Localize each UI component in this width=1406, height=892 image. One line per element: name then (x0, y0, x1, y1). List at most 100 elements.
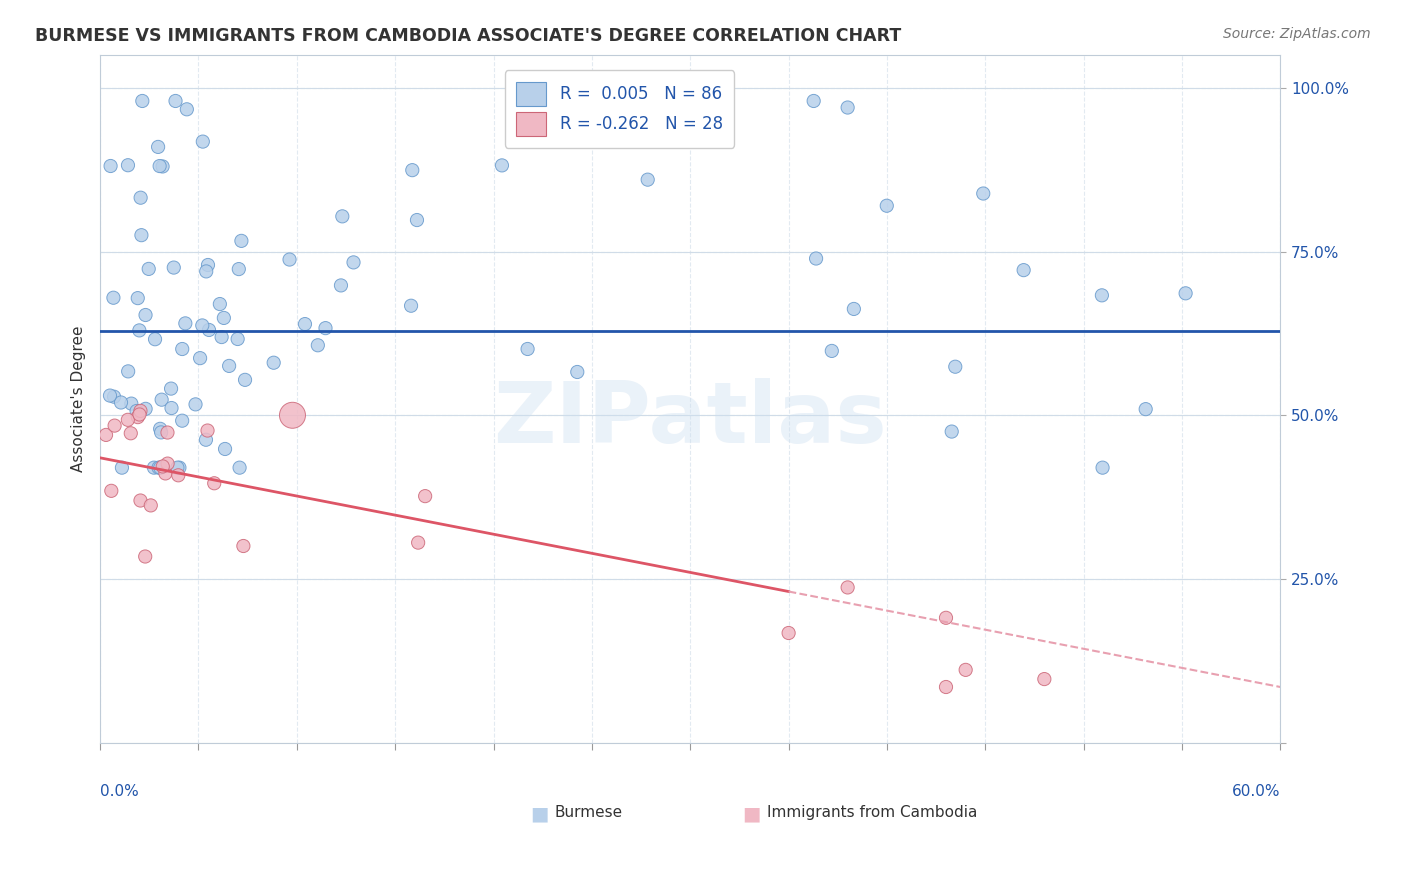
Point (172, 342, 194, 356)
Point (174, 317, 197, 331)
Point (135, 308, 157, 322)
Point (160, 382, 183, 396)
Point (166, 460, 188, 475)
Point (135, 401, 157, 416)
Point (128, 323, 150, 337)
Point (146, 140, 169, 154)
Point (406, 535, 429, 549)
Point (233, 373, 256, 387)
Point (567, 365, 589, 379)
Point (134, 549, 156, 564)
Point (413, 489, 436, 503)
Point (120, 426, 142, 441)
Point (194, 433, 217, 447)
Point (803, 94, 825, 108)
Point (129, 404, 152, 418)
Point (263, 356, 285, 370)
Point (211, 330, 233, 344)
Point (218, 359, 240, 373)
Point (172, 414, 194, 428)
Text: Immigrants from Cambodia: Immigrants from Cambodia (768, 805, 977, 820)
Point (188, 351, 211, 365)
Point (103, 390, 125, 404)
Point (330, 278, 353, 293)
Point (98, 388, 121, 402)
Point (127, 410, 149, 425)
Point (778, 626, 800, 640)
Point (152, 160, 174, 174)
Text: 0.0%: 0.0% (100, 784, 139, 799)
Point (128, 408, 150, 422)
Point (228, 460, 250, 475)
Point (127, 291, 149, 305)
Point (176, 103, 198, 117)
Point (143, 460, 166, 475)
Point (163, 260, 186, 275)
Point (120, 396, 142, 410)
Y-axis label: Associate's Degree: Associate's Degree (72, 326, 86, 472)
Point (935, 611, 957, 625)
Point (138, 261, 160, 276)
Point (842, 301, 865, 316)
Point (152, 459, 174, 474)
Point (342, 255, 364, 269)
Point (214, 442, 236, 456)
Point (143, 332, 166, 346)
Point (941, 425, 963, 439)
Point (1135, 402, 1157, 417)
Point (212, 310, 235, 325)
Point (129, 493, 152, 508)
Point (935, 680, 957, 694)
Point (131, 94, 153, 108)
Text: Burmese: Burmese (554, 805, 623, 820)
Point (804, 252, 827, 266)
Point (139, 499, 162, 513)
Point (165, 94, 187, 108)
Text: ZIPatlas: ZIPatlas (494, 378, 887, 461)
Point (100, 483, 122, 498)
Point (307, 338, 329, 352)
Point (195, 264, 218, 278)
Point (1012, 263, 1035, 277)
Point (943, 359, 966, 374)
Point (191, 318, 214, 333)
Point (972, 186, 994, 201)
Point (129, 191, 152, 205)
Point (330, 210, 353, 224)
Point (104, 418, 127, 433)
Point (125, 404, 148, 418)
Point (148, 460, 170, 475)
Point (637, 172, 659, 186)
Point (150, 425, 173, 440)
Point (821, 343, 844, 358)
Point (1091, 460, 1114, 475)
Point (232, 539, 254, 553)
Point (103, 291, 125, 305)
Point (117, 413, 139, 427)
Point (149, 422, 172, 436)
Text: 60.0%: 60.0% (1232, 784, 1281, 799)
Point (202, 476, 225, 491)
Point (160, 401, 183, 415)
Point (406, 213, 429, 227)
Text: BURMESE VS IMMIGRANTS FROM CAMBODIA ASSOCIATE'S DEGREE CORRELATION CHART: BURMESE VS IMMIGRANTS FROM CAMBODIA ASSO… (35, 27, 901, 45)
Point (197, 424, 219, 438)
Point (278, 252, 301, 267)
Point (955, 663, 977, 677)
Point (94, 428, 117, 442)
Point (149, 460, 172, 475)
Text: ■: ■ (742, 805, 761, 823)
Point (100, 159, 122, 173)
Point (315, 321, 337, 335)
Point (231, 234, 253, 248)
Point (1091, 288, 1114, 302)
Text: ■: ■ (530, 805, 548, 823)
Point (117, 158, 139, 172)
Legend: R =  0.005   N = 86, R = -0.262   N = 28: R = 0.005 N = 86, R = -0.262 N = 28 (505, 70, 734, 147)
Point (1174, 286, 1197, 301)
Point (117, 364, 139, 378)
Point (149, 159, 172, 173)
Point (399, 299, 422, 313)
Point (184, 397, 207, 411)
Point (401, 163, 423, 178)
